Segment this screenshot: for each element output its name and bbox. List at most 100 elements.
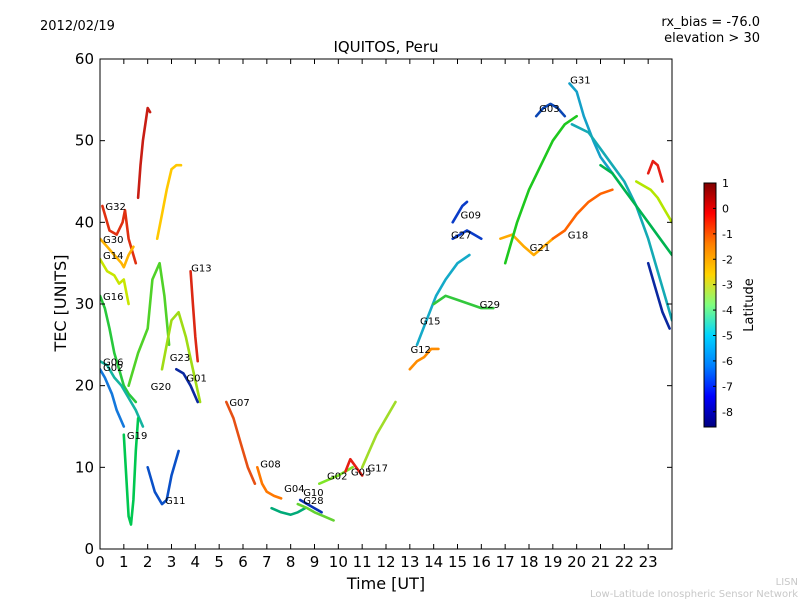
tec-trace <box>415 253 471 347</box>
latitude-colorbar: 1 0 -1 -2 -3 -4 -5 -6 -7 -8 <box>703 177 733 428</box>
x-tick-label: 22 <box>615 553 634 571</box>
colorbar-label: Latitude <box>742 278 757 332</box>
tec-trace <box>296 502 335 522</box>
x-tick-label: 18 <box>519 553 538 571</box>
satellite-label: G02 <box>103 363 123 374</box>
satellite-label: G20 <box>151 382 171 393</box>
satellite-label: G04 <box>284 484 304 495</box>
colorbar-tick-label: -3 <box>722 279 733 292</box>
satellite-label: G28 <box>303 496 323 507</box>
tec-trace <box>646 159 664 183</box>
date-label: 2012/02/19 <box>40 19 115 34</box>
satellite-label: G05 <box>351 468 371 479</box>
x-tick-label: 23 <box>639 553 658 571</box>
elevation-label: elevation > 30 <box>664 31 760 46</box>
x-tick-label: 11 <box>353 553 372 571</box>
x-tick-label: 3 <box>167 553 177 571</box>
rx-bias-label: rx_bias = -76.0 <box>661 15 760 30</box>
tec-trace <box>175 367 199 404</box>
x-tick-label: 14 <box>424 553 443 571</box>
tec-trace <box>570 123 672 322</box>
tec-trace <box>408 347 440 371</box>
satellite-label: G15 <box>420 316 440 327</box>
x-tick-label: 10 <box>329 553 348 571</box>
tec-trace <box>101 204 138 265</box>
colorbar-tick-label: -6 <box>722 355 733 368</box>
satellite-label: G23 <box>170 353 190 364</box>
tec-trace <box>317 465 354 486</box>
tec-trace <box>155 163 183 240</box>
satellite-label: G29 <box>480 300 500 311</box>
y-tick-label: 60 <box>75 50 94 68</box>
satellite-label: G06 <box>103 357 123 368</box>
x-tick-label: 8 <box>286 553 296 571</box>
tec-trace <box>136 106 152 200</box>
satellite-label: G09 <box>461 210 481 221</box>
tec-trace <box>360 400 397 469</box>
colorbar-tick-label: 0 <box>722 202 729 215</box>
y-axis-label: TEC [UNITS] <box>51 255 70 353</box>
y-tick-label: 0 <box>84 540 94 558</box>
y-tick-label: 10 <box>75 458 94 476</box>
x-tick-label: 1 <box>119 553 129 571</box>
plot-area: 0 1 2 3 4 5 6 7 8 9 10 11 12 13 14 15 16 17 18 19 20 21 22 2301… <box>75 50 673 571</box>
trace-group <box>100 82 672 526</box>
satellite-label: G32 <box>105 202 125 213</box>
y-tick-label: 30 <box>75 295 94 313</box>
satellite-label: G12 <box>410 345 430 356</box>
x-tick-label: 12 <box>376 553 395 571</box>
tec-trace <box>100 359 145 428</box>
x-axis-label: Time [UT] <box>346 574 425 593</box>
satellite-label: G30 <box>103 235 123 246</box>
x-tick-label: 4 <box>191 553 201 571</box>
tec-trace <box>160 310 202 404</box>
chart-title: IQUITOS, Peru <box>333 38 438 56</box>
tec-trace <box>100 237 135 269</box>
tec-trace <box>100 257 130 306</box>
x-tick-label: 5 <box>214 553 224 571</box>
tec-trace <box>432 294 495 310</box>
x-tick-label: 9 <box>310 553 320 571</box>
x-tick-label: 2 <box>143 553 153 571</box>
satellite-label: G21 <box>530 243 550 254</box>
tec-trace <box>634 180 672 224</box>
x-tick-label: 20 <box>567 553 586 571</box>
satellite-label: G27 <box>451 231 471 242</box>
satellite-label: G10 <box>303 488 323 499</box>
tec-trace <box>599 163 672 257</box>
satellite-label: G18 <box>568 231 588 242</box>
x-tick-label: 15 <box>448 553 467 571</box>
tec-trace <box>646 261 671 330</box>
tec-trace <box>344 457 364 477</box>
footer-network: Low-Latitude Ionospheric Sensor Network <box>590 589 798 600</box>
tec-trace <box>298 498 323 514</box>
satellite-label: G11 <box>165 496 185 507</box>
x-tick-label: 13 <box>400 553 419 571</box>
satellite-label: G03 <box>539 104 559 115</box>
x-tick-label: 19 <box>543 553 562 571</box>
x-tick-label: 17 <box>496 553 515 571</box>
satellite-label: G01 <box>186 374 206 385</box>
satellite-label: G19 <box>127 431 147 442</box>
tec-trace <box>100 294 138 404</box>
footer-lisn: LISN <box>776 577 798 588</box>
colorbar-tick-label: -5 <box>722 330 733 343</box>
colorbar-tick-label: -7 <box>722 380 733 393</box>
satellite-label: G07 <box>229 398 249 409</box>
satellite-label: G17 <box>368 463 388 474</box>
colorbar-tick-label: 1 <box>722 177 729 190</box>
colorbar-gradient <box>703 182 717 428</box>
x-tick-label: 21 <box>591 553 610 571</box>
x-tick-label: 6 <box>238 553 248 571</box>
satellite-label: G14 <box>103 251 123 262</box>
tec-trace <box>189 269 199 363</box>
satellite-label: G31 <box>570 76 590 87</box>
colorbar-tick-label: -1 <box>722 228 733 241</box>
y-tick-label: 50 <box>75 132 94 150</box>
x-tick-label: 16 <box>472 553 491 571</box>
tec-trace <box>534 102 567 118</box>
tec-trace <box>255 465 283 500</box>
x-tick-label: 7 <box>262 553 272 571</box>
tec-trace <box>270 506 307 517</box>
